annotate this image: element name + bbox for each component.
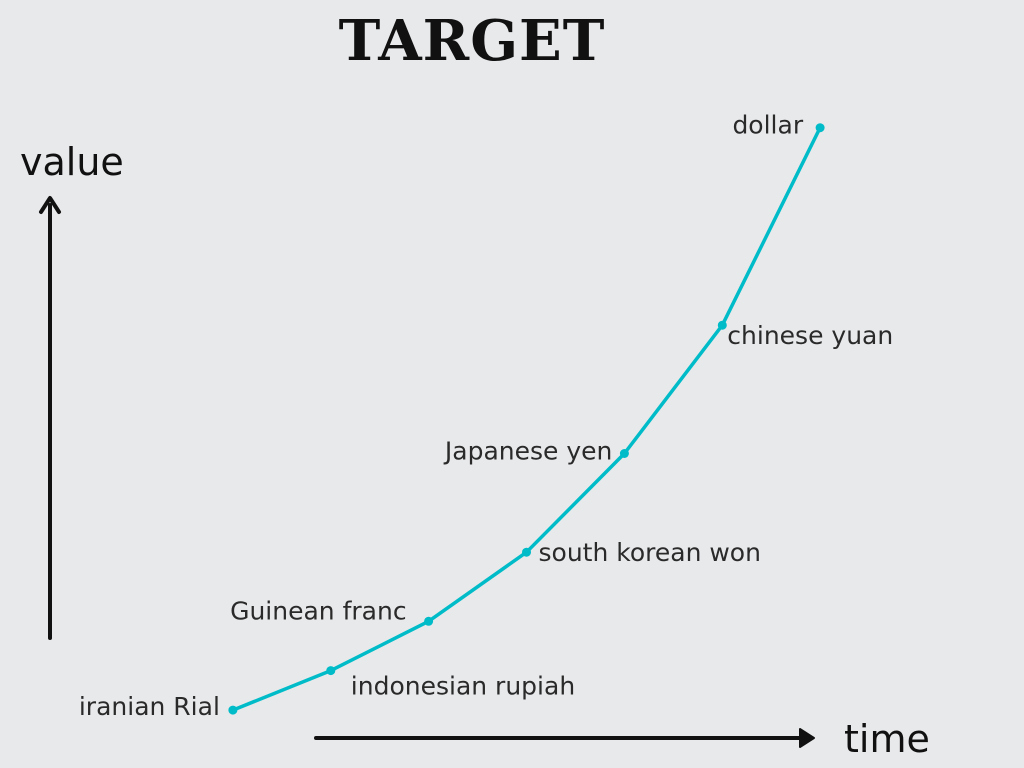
x-axis-arrowhead <box>799 728 815 748</box>
data-point <box>228 705 238 715</box>
series-group: iranian Rial indonesian rupiah Guinean fra… <box>79 111 893 721</box>
data-point <box>326 666 336 676</box>
data-point <box>619 449 629 458</box>
data-label: Guinean franc <box>230 596 407 625</box>
chart-title: TARGET <box>338 8 606 74</box>
y-axis-label: value <box>20 140 124 184</box>
data-label: indonesian rupiah <box>351 672 575 701</box>
data-label: dollar <box>732 111 803 140</box>
x-axis-label: time <box>844 717 930 761</box>
data-point <box>815 123 825 133</box>
data-point <box>522 547 531 557</box>
data-point <box>424 616 434 626</box>
data-label: chinese yuan <box>727 321 893 350</box>
data-label: Japanese yen <box>443 437 612 466</box>
data-label: iranian Rial <box>79 692 220 721</box>
data-label: south korean won <box>539 538 761 567</box>
data-point <box>717 320 727 330</box>
y-axis-arrowhead <box>39 196 61 214</box>
